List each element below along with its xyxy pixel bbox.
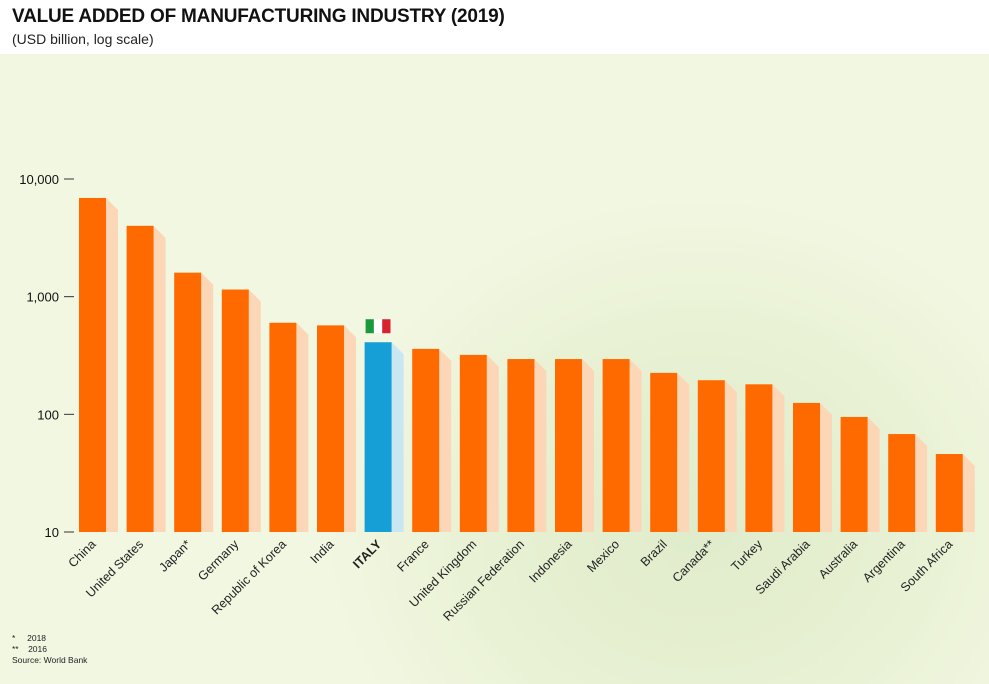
bar-shadow [344,325,356,532]
y-tick-label: 10 [45,525,59,540]
bar-france [412,348,440,532]
bar-india [317,325,344,532]
bar-shadows [106,197,975,532]
x-tick-label: Mexico [584,537,622,575]
bar-russian-federation [507,359,535,532]
bar-shadow [296,322,309,532]
x-tick-label: France [394,537,431,574]
source-note: Source: World Bank [12,655,88,665]
flag-stripe-green [365,319,374,334]
x-tick-label: Japan* [156,537,194,575]
footnote-2-text: 2016 [28,644,47,654]
bar-united-kingdom [459,354,487,532]
bar-south-africa [935,454,963,532]
x-tick-label: Germany [195,537,242,584]
bar-shadow [391,342,404,532]
x-tick-label: Indonesia [526,537,574,585]
footnote-1: * 2018 [12,633,87,644]
bar-shadow [439,348,452,532]
bar-shadow [915,434,928,532]
bar-shadow [582,359,594,532]
header-bar: VALUE ADDED OF MANUFACTURING INDUSTRY (2… [0,0,989,54]
bar-china [79,197,106,532]
bar-shadow [248,289,261,532]
y-tick-label: 100 [37,407,59,422]
footnote-1-text: 2018 [27,633,47,643]
y-axis: 10 100 1,000 10,000 [19,172,74,540]
bar-japan [174,272,202,532]
flag-stripe-white [373,319,383,334]
bar-united-states [126,225,154,532]
bar-shadow [677,372,690,532]
x-tick-label: Canada** [670,537,718,585]
bar-shadow [867,416,880,532]
bars [79,197,963,532]
bar-argentina [888,434,916,532]
footnote-1-mark: * [12,633,16,643]
bar-republic-of-korea [269,322,297,532]
bar-australia [840,416,868,532]
x-tick-label: Turkey [728,537,765,574]
bar-shadow [820,402,832,532]
flag-stripe-red [382,319,391,334]
bar-shadow [724,380,737,532]
footnote-2: ** 2016 [12,644,87,655]
bar-canada [697,380,725,532]
chart-title: VALUE ADDED OF MANUFACTURING INDUSTRY (2… [12,6,505,27]
x-tick-label: ITALY [350,537,384,571]
bar-shadow [772,384,785,532]
x-tick-label: India [308,537,337,566]
x-tick-label: Brazil [638,537,670,569]
x-tick-label: China [66,537,99,570]
bar-indonesia [555,359,582,532]
x-tick-label: Russian Federation [440,537,527,624]
footnotes: * 2018 ** 2016 Source: World Bank [12,633,87,666]
bar-saudi-arabia [793,402,820,532]
bar-shadow [629,359,642,532]
bar-brazil [650,372,678,532]
y-tick-label: 10,000 [19,172,59,187]
bar-shadow [106,197,118,532]
bar-turkey [745,384,773,532]
footnote-2-mark: ** [12,644,19,654]
bar-shadow [486,354,499,532]
bar-italy [364,342,392,532]
bar-shadow [962,454,975,532]
y-tick-label: 1,000 [26,290,59,305]
chart-subtitle: (USD billion, log scale) [12,31,154,47]
italy-flag-icon [365,319,391,334]
x-tick-label: Argentina [860,537,908,585]
bar-shadow [201,272,214,532]
x-tick-label: Australia [816,537,860,581]
bar-germany [221,289,249,532]
bar-mexico [602,359,630,532]
bar-shadow [153,225,166,532]
bar-shadow [534,359,547,532]
